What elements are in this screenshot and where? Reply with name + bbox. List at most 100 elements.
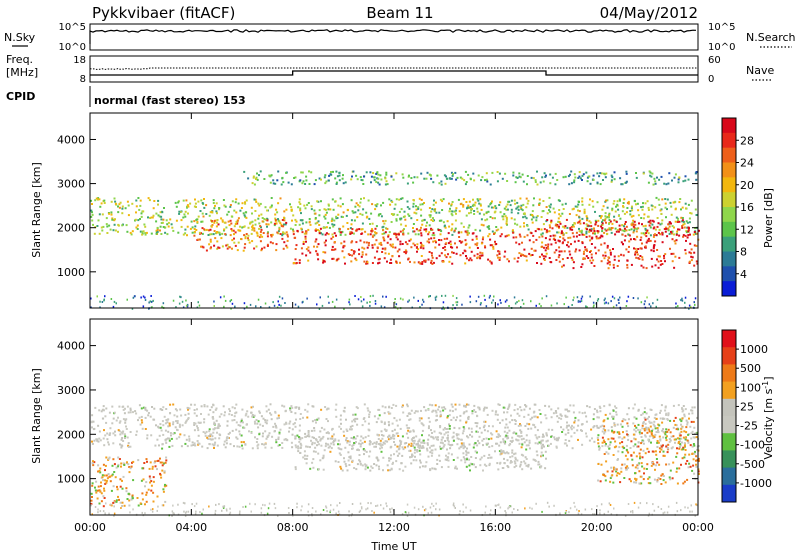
range-cell — [503, 430, 506, 433]
range-cell — [118, 458, 121, 460]
range-cell — [659, 209, 662, 212]
range-cell — [437, 438, 439, 441]
range-cell — [660, 404, 663, 407]
range-cell — [552, 207, 555, 210]
range-cell — [334, 408, 337, 411]
range-cell — [671, 477, 674, 480]
range-cell — [317, 220, 320, 223]
range-cell — [203, 198, 205, 200]
range-cell — [520, 208, 523, 211]
range-cell — [339, 418, 342, 421]
range-cell — [154, 460, 157, 463]
range-cell — [96, 497, 99, 500]
range-cell — [693, 251, 696, 254]
range-cell — [470, 456, 473, 458]
range-cell — [245, 423, 248, 426]
range-cell — [257, 217, 260, 220]
range-cell — [575, 231, 578, 234]
range-cell — [420, 208, 423, 211]
range-cell — [327, 295, 329, 298]
range-cell — [200, 220, 203, 223]
range-cell — [91, 442, 94, 445]
range-cell — [132, 479, 135, 482]
range-cell — [665, 183, 668, 186]
range-cell — [411, 453, 413, 456]
range-cell — [637, 209, 640, 212]
range-cell — [216, 221, 219, 224]
range-cell — [307, 431, 310, 434]
range-cell — [581, 295, 584, 298]
range-cell — [360, 300, 363, 303]
range-cell — [433, 237, 436, 240]
range-cell — [639, 255, 642, 257]
range-cell — [428, 295, 430, 298]
range-cell — [545, 246, 548, 249]
range-cell — [359, 239, 362, 242]
range-cell — [117, 230, 119, 233]
range-cell — [632, 407, 635, 410]
range-cell — [452, 431, 455, 434]
range-cell — [352, 232, 355, 235]
range-cell — [432, 261, 435, 264]
range-cell — [520, 453, 523, 456]
range-cell — [106, 225, 109, 228]
range-cell — [359, 212, 362, 215]
range-cell — [684, 175, 687, 178]
range-cell — [540, 233, 543, 236]
range-cell — [112, 417, 115, 420]
range-cell — [527, 199, 530, 202]
range-cell — [506, 451, 508, 454]
range-cell — [210, 210, 213, 213]
range-cell — [513, 460, 516, 463]
range-cell — [340, 231, 343, 234]
range-cell — [454, 242, 456, 245]
range-cell — [473, 213, 476, 215]
range-cell — [427, 258, 430, 261]
range-cell — [553, 251, 556, 254]
range-cell — [465, 231, 468, 234]
range-cell — [233, 225, 236, 228]
range-cell — [596, 201, 599, 204]
range-cell — [393, 207, 396, 210]
range-cell — [526, 422, 529, 425]
range-cell — [420, 245, 423, 248]
range-cell — [453, 229, 456, 232]
range-cell — [626, 413, 629, 416]
range-cell — [101, 474, 104, 477]
range-cell — [411, 439, 414, 442]
range-cell — [185, 420, 188, 423]
range-cell — [447, 253, 449, 256]
range-cell — [496, 171, 499, 173]
range-cell — [324, 217, 327, 220]
range-cell — [527, 465, 530, 468]
range-cell — [613, 215, 616, 218]
range-cell — [456, 467, 458, 470]
range-cell — [358, 228, 361, 231]
range-cell — [535, 219, 538, 222]
range-cell — [260, 415, 263, 418]
range-cell — [197, 442, 200, 445]
range-cell — [302, 180, 305, 183]
range-cell — [461, 303, 463, 306]
range-cell — [342, 211, 345, 214]
range-cell — [220, 413, 223, 416]
range-cell — [588, 235, 591, 238]
range-cell — [687, 229, 690, 231]
range-cell — [97, 464, 100, 467]
range-cell — [152, 214, 155, 217]
range-cell — [428, 425, 430, 428]
range-cell — [611, 470, 614, 473]
range-cell — [300, 171, 303, 174]
range-cell — [546, 439, 549, 442]
range-cell — [396, 454, 399, 457]
range-cell — [518, 172, 521, 175]
range-cell — [636, 467, 639, 470]
range-cell — [331, 233, 334, 236]
range-cell — [590, 228, 593, 231]
range-cell — [377, 408, 380, 411]
range-cell — [660, 175, 663, 178]
range-cell — [651, 265, 654, 268]
range-cell — [625, 225, 628, 228]
range-cell — [193, 442, 196, 445]
range-cell — [277, 230, 280, 233]
